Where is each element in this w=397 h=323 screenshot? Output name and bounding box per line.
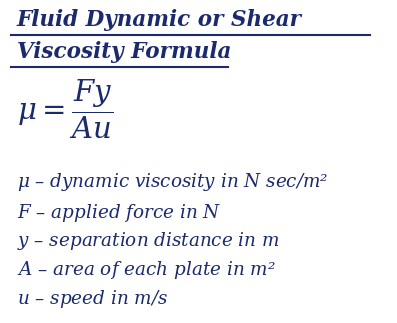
Text: $F$ – applied force in N: $F$ – applied force in N (17, 202, 221, 224)
Text: $y$ – separation distance in m: $y$ – separation distance in m (17, 230, 279, 252)
Text: $\mu$ – dynamic viscosity in N sec/m²: $\mu$ – dynamic viscosity in N sec/m² (17, 171, 328, 193)
Text: Viscosity Formula: Viscosity Formula (17, 41, 231, 63)
Text: $A$ – area of each plate in m²: $A$ – area of each plate in m² (17, 259, 275, 281)
Text: $u$ – speed in m/s: $u$ – speed in m/s (17, 288, 168, 310)
Text: Fluid Dynamic or Shear: Fluid Dynamic or Shear (17, 9, 301, 31)
Text: $\mu = \dfrac{Fy}{Au}$: $\mu = \dfrac{Fy}{Au}$ (17, 78, 113, 141)
